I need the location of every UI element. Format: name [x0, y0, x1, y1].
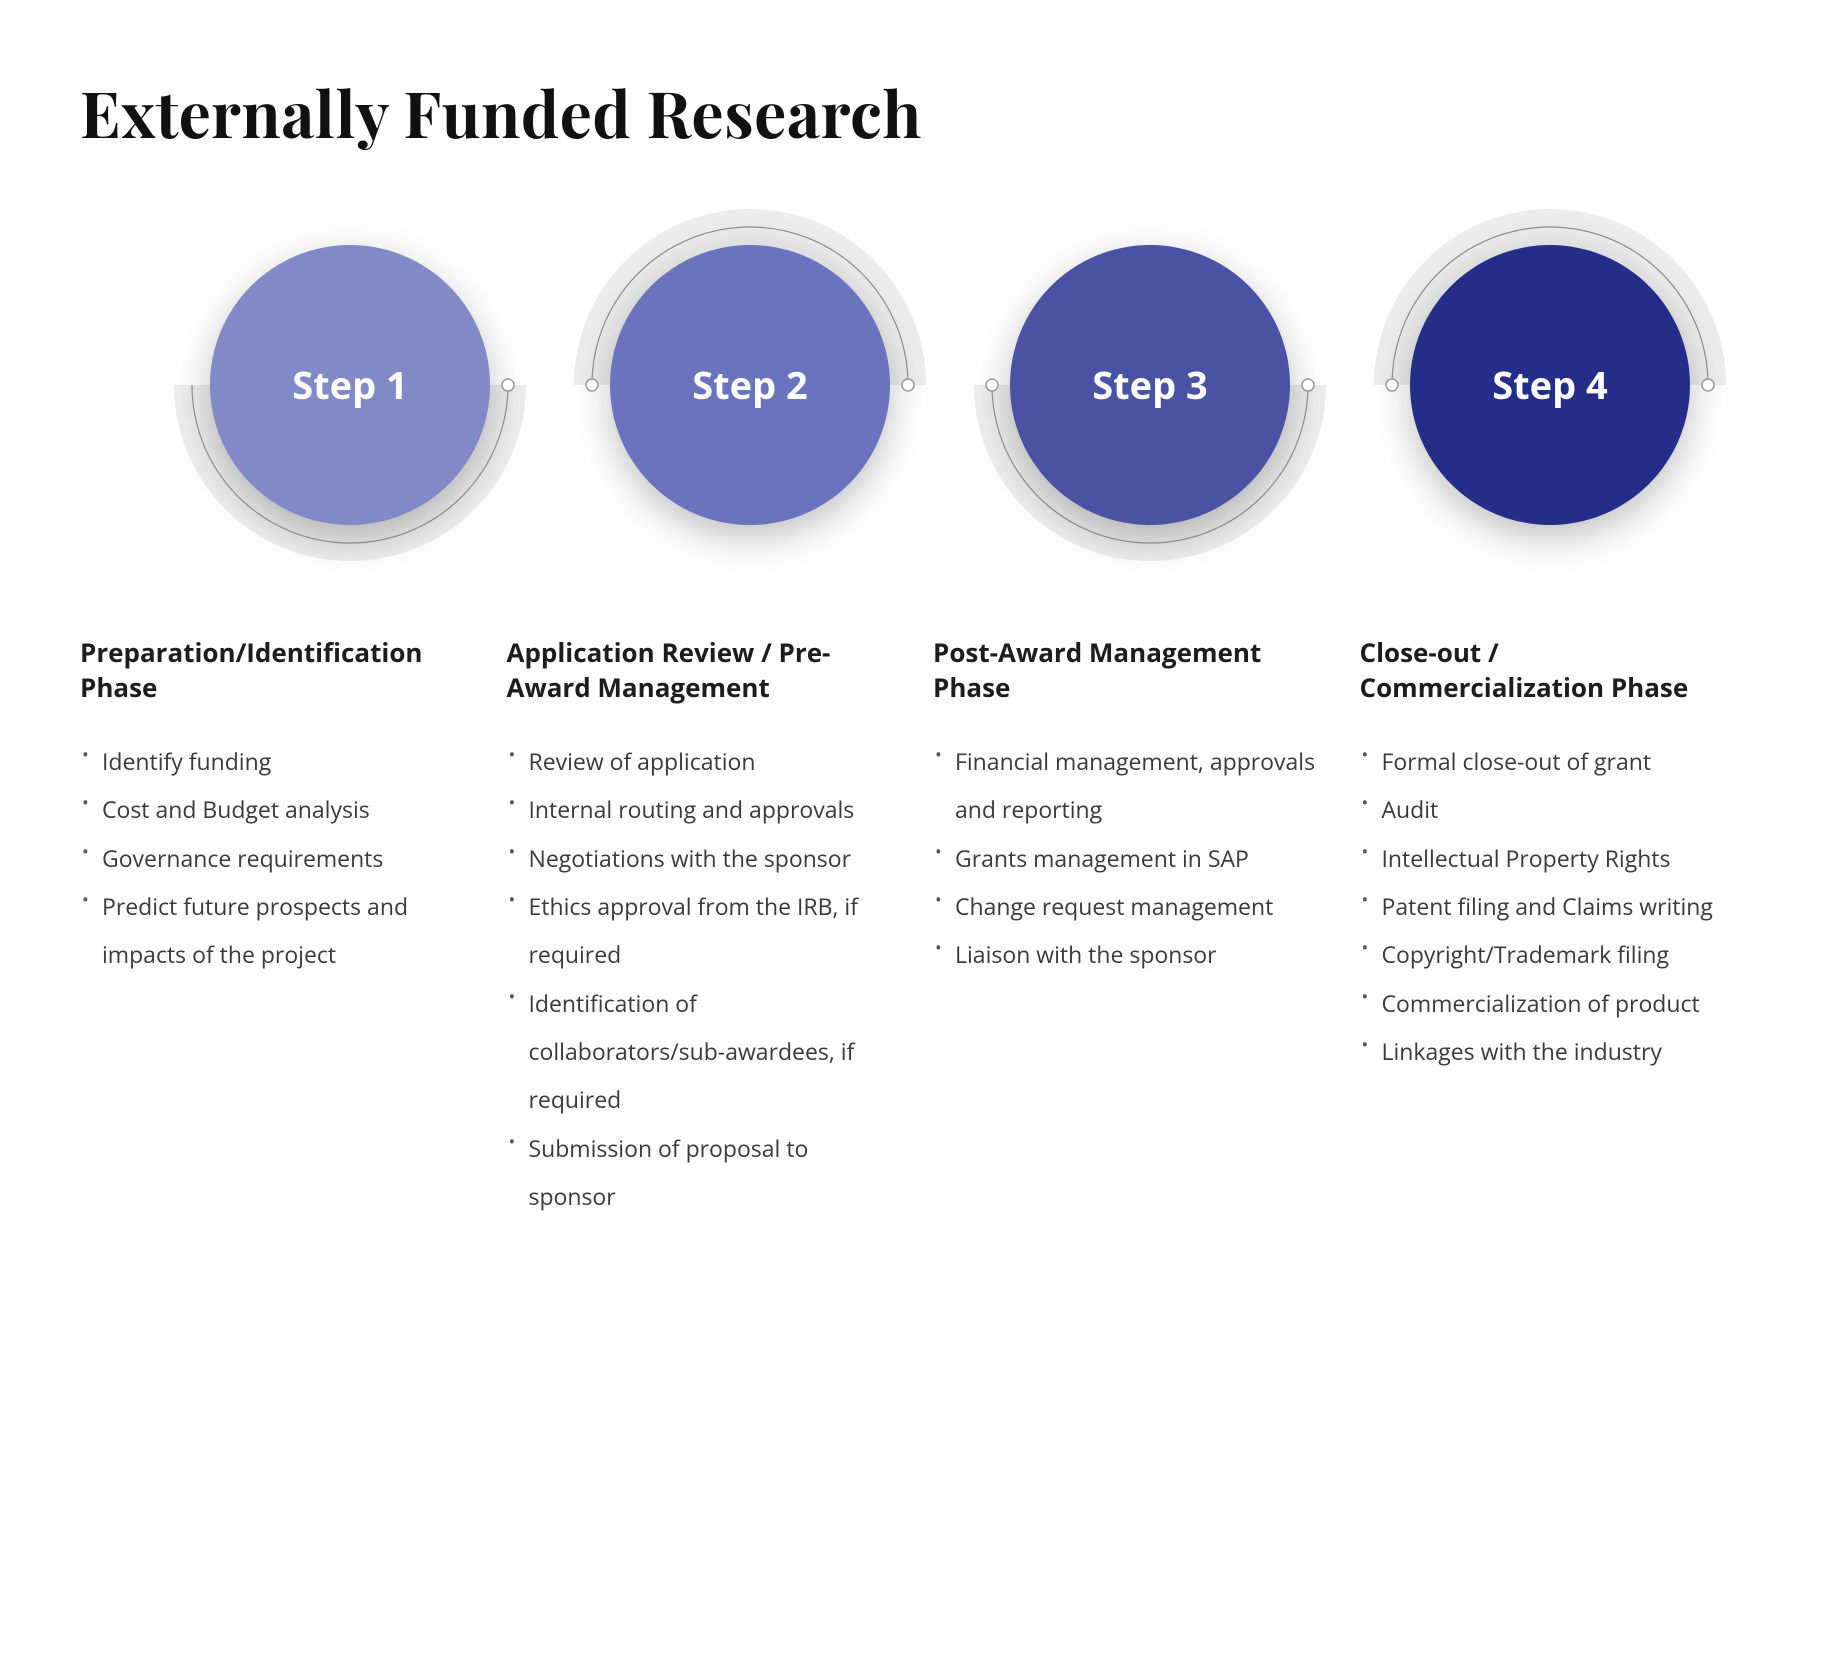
column-list: Review of applicationInternal routing an…	[507, 737, 894, 1220]
list-item: Ethics approval from the IRB, if require…	[507, 882, 894, 979]
connector-dot	[1702, 379, 1714, 391]
list-item: Intellectual Property Rights	[1360, 834, 1747, 882]
step-circle-2: Step 2	[610, 245, 890, 525]
list-item: Governance requirements	[80, 834, 467, 882]
connector-dot	[1302, 379, 1314, 391]
list-item: Formal close-out of grant	[1360, 737, 1747, 785]
step-circle-3: Step 3	[1010, 245, 1290, 525]
list-item: Identify funding	[80, 737, 467, 785]
list-item: Grants management in SAP	[933, 834, 1320, 882]
step-label-2: Step 2	[692, 359, 808, 411]
step-circle-1: Step 1	[210, 245, 490, 525]
column-list: Financial management, approvals and repo…	[933, 737, 1320, 978]
column-heading: Post-Award Management Phase	[933, 635, 1320, 705]
list-item: Audit	[1360, 785, 1747, 833]
step-label-1: Step 1	[292, 359, 408, 411]
connector-dot	[1386, 379, 1398, 391]
list-item: Negotiations with the sponsor	[507, 834, 894, 882]
list-item: Commercialization of product	[1360, 979, 1747, 1027]
list-item: Liaison with the sponsor	[933, 930, 1320, 978]
columns-row: Preparation/Identification Phase Identify…	[80, 635, 1746, 1220]
column: Close-out / Commercialization Phase Forma…	[1360, 635, 1747, 1220]
step-label-3: Step 3	[1092, 359, 1208, 411]
step-diagram: Step 1 Step 2 Step 3 Step 4	[80, 215, 1746, 595]
page: Externally Funded Research Step 1Step 2S…	[0, 0, 1826, 1320]
column: Application Review / Pre-Award Managemen…	[507, 635, 894, 1220]
column-heading: Close-out / Commercialization Phase	[1360, 635, 1747, 705]
connector-dot	[902, 379, 914, 391]
column: Post-Award Management Phase Financial man…	[933, 635, 1320, 1220]
connector-dot	[502, 379, 514, 391]
diagram-svg: Step 1 Step 2 Step 3 Step 4	[80, 215, 1746, 595]
column-heading: Application Review / Pre-Award Managemen…	[507, 635, 894, 705]
list-item: Copyright/Trademark filing	[1360, 930, 1747, 978]
list-item: Patent filing and Claims writing	[1360, 882, 1747, 930]
list-item: Predict future prospects and impacts of …	[80, 882, 467, 979]
list-item: Review of application	[507, 737, 894, 785]
list-item: Internal routing and approvals	[507, 785, 894, 833]
step-label-4: Step 4	[1492, 359, 1608, 411]
page-title: Externally Funded Research	[80, 70, 1746, 155]
connector-dot	[586, 379, 598, 391]
list-item: Financial management, approvals and repo…	[933, 737, 1320, 834]
list-item: Change request management	[933, 882, 1320, 930]
step-circle-4: Step 4	[1410, 245, 1690, 525]
list-item: Identification of collaborators/sub-awar…	[507, 979, 894, 1124]
column-list: Identify fundingCost and Budget analysis…	[80, 737, 467, 978]
list-item: Cost and Budget analysis	[80, 785, 467, 833]
column: Preparation/Identification Phase Identify…	[80, 635, 467, 1220]
connector-dot	[986, 379, 998, 391]
column-list: Formal close-out of grantAuditIntellectu…	[1360, 737, 1747, 1075]
list-item: Linkages with the industry	[1360, 1027, 1747, 1075]
list-item: Submission of proposal to sponsor	[507, 1124, 894, 1221]
column-heading: Preparation/Identification Phase	[80, 635, 467, 705]
